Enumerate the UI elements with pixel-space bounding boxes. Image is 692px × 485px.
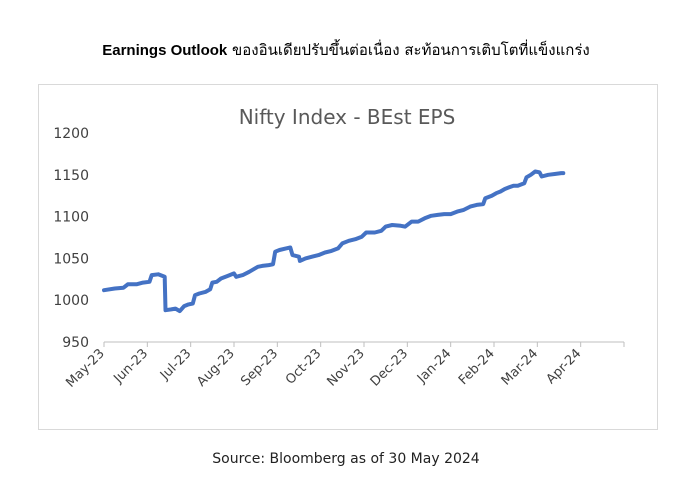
- headline: Earnings Outlook ของอินเดียปรับขึ้นต่อเน…: [0, 38, 692, 62]
- x-tick-label: Mar-24: [499, 346, 541, 388]
- y-tick-label: 1100: [53, 210, 89, 226]
- x-tick-label: May-23: [63, 346, 107, 390]
- chart-title: Nifty Index - BEst EPS: [239, 105, 456, 129]
- x-tick-label: Apr-24: [544, 346, 585, 387]
- x-tick-label: Jun-23: [110, 346, 151, 387]
- chart-frame: [38, 84, 658, 430]
- y-tick-label: 1000: [53, 293, 89, 309]
- x-tick-label: Dec-23: [368, 346, 411, 389]
- source-note: Source: Bloomberg as of 30 May 2024: [212, 451, 480, 467]
- x-tick-label: Sep-23: [238, 346, 281, 389]
- headline-bold: Earnings Outlook: [102, 42, 228, 59]
- x-tick-label: Feb-24: [456, 346, 498, 388]
- x-tick-label: Jan-24: [414, 346, 455, 387]
- y-tick-label: 1050: [53, 251, 89, 267]
- series-line: [102, 169, 566, 314]
- headline-rest: ของอินเดียปรับขึ้นต่อเนื่อง สะท้อนการเติ…: [227, 41, 590, 59]
- x-tick-label: Jul-23: [157, 346, 194, 383]
- y-tick-label: 1200: [53, 126, 89, 142]
- y-tick-label: 950: [62, 335, 89, 351]
- x-tick-label: Nov-23: [325, 346, 368, 389]
- y-axis: 950 1000 1050 1100 1150 1200: [53, 126, 89, 351]
- x-tick-label: Aug-23: [194, 346, 238, 390]
- series-group: [102, 169, 566, 314]
- x-tick-label: Oct-23: [283, 346, 325, 388]
- x-axis: May-23 Jun-23 Jul-23 Aug-23 Sep-23 Oct-23 Nov-…: [63, 341, 625, 391]
- y-tick-label: 1150: [53, 168, 89, 184]
